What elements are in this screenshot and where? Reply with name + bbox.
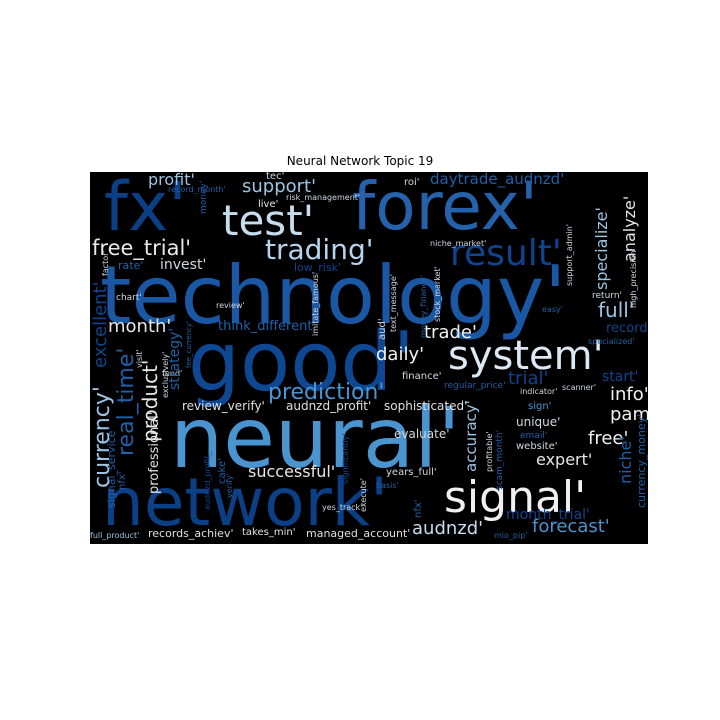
word-audnzd-profit: audnzd_profit' xyxy=(286,399,372,413)
word-niche-market: niche_market' xyxy=(430,239,487,248)
word-profit: profit' xyxy=(148,172,195,189)
chart-title: Neural Network Topic 19 xyxy=(286,154,434,168)
word-full-product: full_product' xyxy=(90,531,140,540)
word-good: good' xyxy=(188,315,415,410)
word-basis: execute' xyxy=(359,478,368,512)
word-specialized: specialized' xyxy=(588,337,635,346)
word-mio-pip: mio_pip' xyxy=(494,531,528,540)
word-nfx: nfx' xyxy=(117,471,128,490)
word-technology: technology' xyxy=(100,249,567,342)
word-neural: neural' xyxy=(170,389,461,487)
word-high-precision: high_precision' xyxy=(629,248,638,308)
word-evaluate: evaluate' xyxy=(394,427,450,441)
word-daytrade-audnzd: daytrade_audnzd' xyxy=(430,172,565,188)
word-forecast: forecast' xyxy=(532,516,610,537)
word-exclusively: exclusively' xyxy=(161,351,170,398)
word-money: money' xyxy=(199,180,209,214)
word-niche: niche' xyxy=(616,436,635,484)
word-imitate-famous: imitate_famous' xyxy=(311,271,320,336)
word-unique: unique' xyxy=(516,415,561,429)
word-sign: sign' xyxy=(528,401,552,412)
word-think-different: think_different' xyxy=(218,319,317,334)
word-free-trial: free_trial' xyxy=(92,236,192,260)
word-significantly: significantly' xyxy=(341,433,350,484)
word-trial: trial' xyxy=(508,368,549,389)
word-rate: rate' xyxy=(118,259,144,272)
word-execute: nfx' xyxy=(413,499,424,518)
word-excellent: excellent' xyxy=(90,281,111,368)
word-info: info' xyxy=(610,384,648,405)
word-cake: basis' xyxy=(376,481,399,490)
word-trade: trade' xyxy=(424,322,477,343)
word-regular-price: regular_price' xyxy=(444,381,506,391)
word-successful: successful' xyxy=(248,462,336,481)
word-start: start' xyxy=(602,369,639,385)
word-factor: factor' xyxy=(101,250,110,276)
word-signal: signal' xyxy=(444,472,587,523)
word-takes-min: takes_min' xyxy=(242,527,296,538)
word-specialize: specialize' xyxy=(592,207,611,290)
word-stock-market: stock_market' xyxy=(433,266,442,322)
word-live: live' xyxy=(258,199,279,210)
word-expert: expert' xyxy=(536,450,593,469)
word-years-full: cake' xyxy=(217,458,228,484)
word-daily: daily' xyxy=(376,344,425,365)
word-test: test' xyxy=(222,196,315,245)
word-cloud: fx' forex' technology' good' neural' net… xyxy=(90,172,648,544)
word-chart: chart' xyxy=(116,293,142,303)
word-free: free' xyxy=(588,428,629,449)
word-signal-service: signal_service' xyxy=(105,427,118,508)
word-network: network' xyxy=(102,464,389,541)
word-month-trial: month_trial' xyxy=(506,507,590,523)
word-accuracy: accuracy' xyxy=(462,400,480,472)
word-scam-month: scam_month' xyxy=(495,429,505,490)
word-system: system' xyxy=(448,333,604,379)
word-easy: easy' xyxy=(542,305,563,314)
word-forex: forex' xyxy=(352,172,538,245)
word-review-verify: review_verify' xyxy=(182,399,265,413)
word-sophisticated: sophisticated' xyxy=(384,399,468,413)
word-professional: professional' xyxy=(147,411,162,494)
word-support: support' xyxy=(242,176,317,197)
word-profitable: profitable' xyxy=(485,431,494,472)
word-strategy: strategy' xyxy=(167,327,183,390)
word-aud: aud' xyxy=(377,318,388,340)
word-result: result' xyxy=(450,233,562,274)
word-roi: roi' xyxy=(404,177,420,188)
word-month: month' xyxy=(108,316,172,337)
word-fund: fund' xyxy=(162,369,183,378)
word-low-risk: low_risk' xyxy=(294,261,341,274)
word-audnzd: audnzd' xyxy=(412,518,484,539)
word-audnzd-profit-v: audnzd_profit_ xyxy=(203,451,212,510)
word-visit: visit' xyxy=(135,349,144,368)
word-finance: finance' xyxy=(402,371,442,382)
word-website: website' xyxy=(516,441,558,452)
word-year: years_full' xyxy=(386,467,437,478)
word-tec: tec' xyxy=(266,172,285,182)
word-record-month: record_month' xyxy=(168,185,226,194)
word-fx: fx' xyxy=(104,172,187,247)
word-support-admin: support_admin' xyxy=(565,224,574,286)
word-scanner: scanner' xyxy=(562,383,597,392)
word-managed-account: managed_account' xyxy=(306,527,411,540)
word-review: review' xyxy=(216,301,245,310)
word-trading: trading' xyxy=(265,233,374,266)
word-prediction: prediction' xyxy=(268,380,385,405)
word-email: email' xyxy=(520,431,548,441)
word-record: record' xyxy=(606,321,648,336)
word-invest: invest' xyxy=(160,257,207,273)
word-money-finance: money_finance' xyxy=(419,274,428,338)
word-return: return' xyxy=(592,291,622,301)
word-fee-currency: fee_currency' xyxy=(185,320,193,368)
word-text-message: text_message' xyxy=(389,274,398,332)
word-risk-management: risk_management' xyxy=(286,193,361,202)
word-currency-money: currency_money' xyxy=(635,413,648,508)
word-pamm: pamm' xyxy=(610,404,648,425)
word-indicator: indicator' xyxy=(520,387,558,396)
word-full: full' xyxy=(598,298,635,322)
word-yes-track: yes_track' xyxy=(322,503,363,512)
word-records-achiev: records_achiev' xyxy=(148,527,234,540)
